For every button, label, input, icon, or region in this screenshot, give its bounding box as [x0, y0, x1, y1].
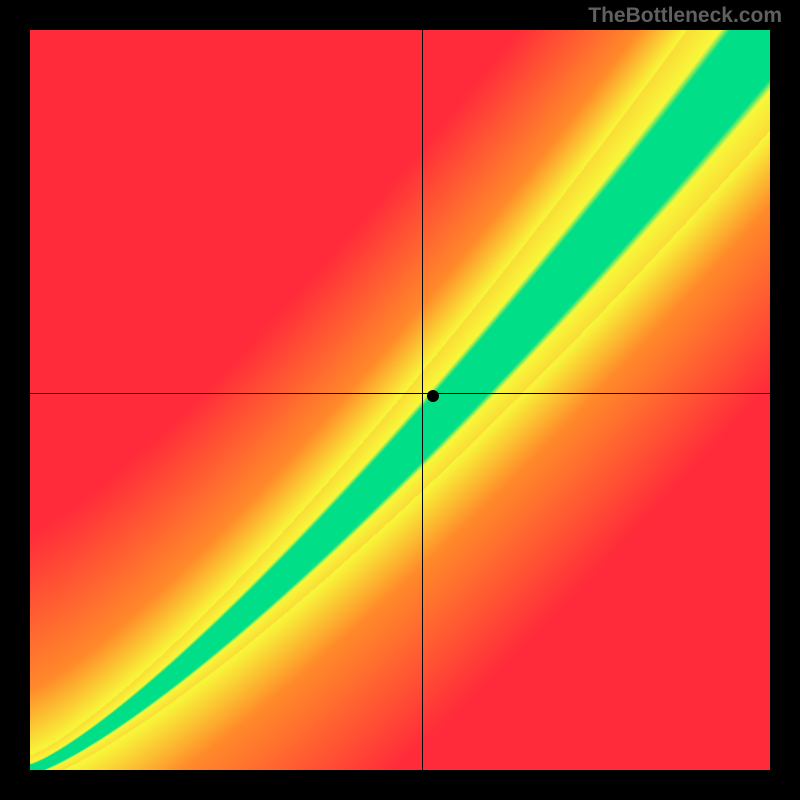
plot-area: [30, 30, 770, 770]
selected-point-marker: [427, 390, 439, 402]
heatmap-canvas: [30, 30, 770, 770]
watermark-text: TheBottleneck.com: [588, 4, 782, 28]
crosshair-horizontal: [30, 393, 770, 394]
crosshair-vertical: [422, 30, 423, 770]
